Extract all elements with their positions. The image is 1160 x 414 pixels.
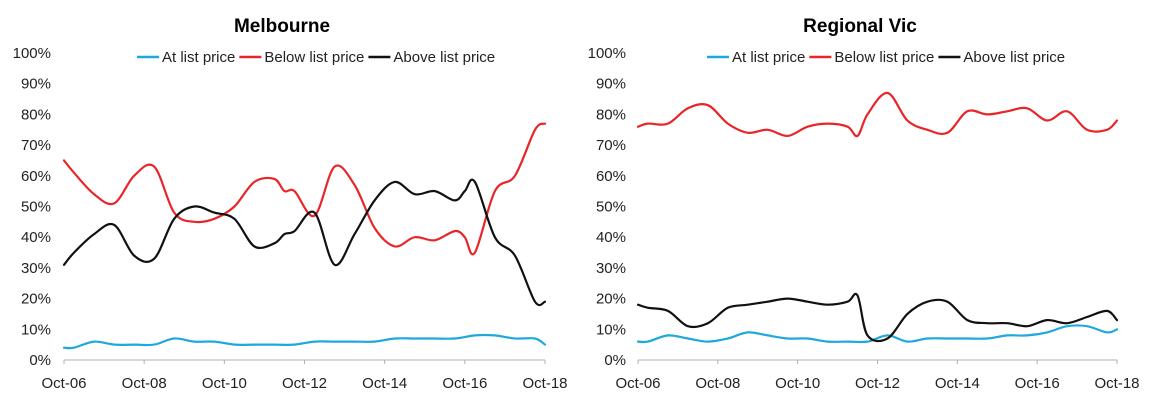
x-tick-label: Oct-08 xyxy=(122,375,167,392)
y-tick-label: 20% xyxy=(21,291,51,308)
y-tick-label: 50% xyxy=(21,199,51,216)
y-tick-label: 30% xyxy=(596,260,626,277)
legend-label-above-list-price: Above list price xyxy=(963,49,1065,66)
y-tick-label: 80% xyxy=(596,106,626,123)
y-tick-label: 90% xyxy=(21,76,51,93)
x-tick-label: Oct-16 xyxy=(442,375,487,392)
x-tick-label: Oct-12 xyxy=(282,375,327,392)
legend-label-below-list-price: Below list price xyxy=(834,49,934,66)
legend-label-below-list-price: Below list price xyxy=(264,49,364,66)
y-tick-label: 50% xyxy=(596,199,626,216)
x-tick-label: Oct-08 xyxy=(695,375,740,392)
y-tick-label: 100% xyxy=(13,45,51,62)
regional-vic-chart: Regional Vic 0% 10% 20% 30% 40% 50% 60% 70% 80% 90… xyxy=(588,16,1140,392)
y-tick-label: 60% xyxy=(596,168,626,185)
y-tick-label: 40% xyxy=(21,229,51,246)
x-tick-label: Oct-14 xyxy=(935,375,980,392)
y-tick-label: 0% xyxy=(604,352,626,369)
legend-label-above-list-price: Above list price xyxy=(393,49,495,66)
y-tick-label: 100% xyxy=(588,45,626,62)
x-tick-label: Oct-10 xyxy=(202,375,247,392)
x-tick-label: Oct-06 xyxy=(41,375,86,392)
x-tick-label: Oct-14 xyxy=(362,375,407,392)
x-tick-label: Oct-18 xyxy=(1094,375,1139,392)
x-tick-label: Oct-16 xyxy=(1015,375,1060,392)
x-tick-label: Oct-10 xyxy=(775,375,820,392)
y-tick-label: 70% xyxy=(596,137,626,154)
y-tick-label: 10% xyxy=(21,321,51,338)
y-tick-label: 60% xyxy=(21,168,51,185)
series-line-above-list-price xyxy=(636,292,1119,343)
series-line-at-list-price xyxy=(636,324,1119,344)
series-line-at-list-price xyxy=(62,333,547,350)
series-line-above-list-price xyxy=(62,178,547,307)
chart-title: Melbourne xyxy=(234,16,330,37)
x-tick-label: Oct-12 xyxy=(855,375,900,392)
y-tick-label: 80% xyxy=(21,106,51,123)
x-tick-label: Oct-06 xyxy=(615,375,660,392)
y-tick-label: 10% xyxy=(596,321,626,338)
legend-label-at-list-price: At list price xyxy=(732,49,805,66)
y-tick-label: 0% xyxy=(29,352,51,369)
y-tick-label: 90% xyxy=(596,76,626,93)
series-line-below-list-price xyxy=(636,91,1119,138)
chart-title: Regional Vic xyxy=(803,16,917,37)
series-line-below-list-price xyxy=(62,122,547,256)
y-tick-label: 40% xyxy=(596,229,626,246)
x-tick-label: Oct-18 xyxy=(522,375,567,392)
legend-label-at-list-price: At list price xyxy=(162,49,235,66)
y-tick-label: 30% xyxy=(21,260,51,277)
y-tick-label: 70% xyxy=(21,137,51,154)
y-tick-label: 20% xyxy=(596,291,626,308)
melbourne-chart: Melbourne 0% 10% 20% 30% 40% 50% 60% 70% 80% 90% 10… xyxy=(13,16,568,392)
